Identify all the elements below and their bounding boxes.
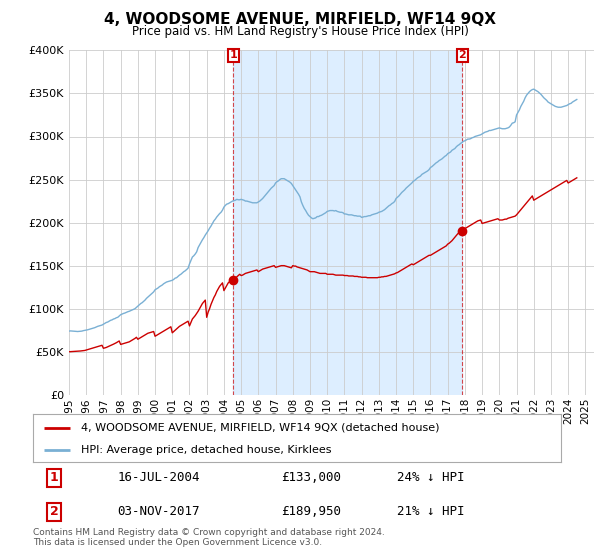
Text: 16-JUL-2004: 16-JUL-2004 — [118, 472, 200, 484]
Text: 24% ↓ HPI: 24% ↓ HPI — [397, 472, 465, 484]
Text: £133,000: £133,000 — [281, 472, 341, 484]
Text: 1: 1 — [50, 472, 58, 484]
Text: £189,950: £189,950 — [281, 505, 341, 518]
Bar — [233, 50, 462, 395]
Text: 4, WOODSOME AVENUE, MIRFIELD, WF14 9QX: 4, WOODSOME AVENUE, MIRFIELD, WF14 9QX — [104, 12, 496, 27]
Text: 2: 2 — [458, 50, 466, 60]
Text: HPI: Average price, detached house, Kirklees: HPI: Average price, detached house, Kirk… — [80, 445, 331, 455]
Text: 21% ↓ HPI: 21% ↓ HPI — [397, 505, 465, 518]
Text: 03-NOV-2017: 03-NOV-2017 — [118, 505, 200, 518]
Text: 2: 2 — [50, 505, 58, 518]
Text: 1: 1 — [229, 50, 237, 60]
Text: Contains HM Land Registry data © Crown copyright and database right 2024.
This d: Contains HM Land Registry data © Crown c… — [33, 528, 385, 547]
Text: Price paid vs. HM Land Registry's House Price Index (HPI): Price paid vs. HM Land Registry's House … — [131, 25, 469, 38]
Text: 4, WOODSOME AVENUE, MIRFIELD, WF14 9QX (detached house): 4, WOODSOME AVENUE, MIRFIELD, WF14 9QX (… — [80, 423, 439, 433]
